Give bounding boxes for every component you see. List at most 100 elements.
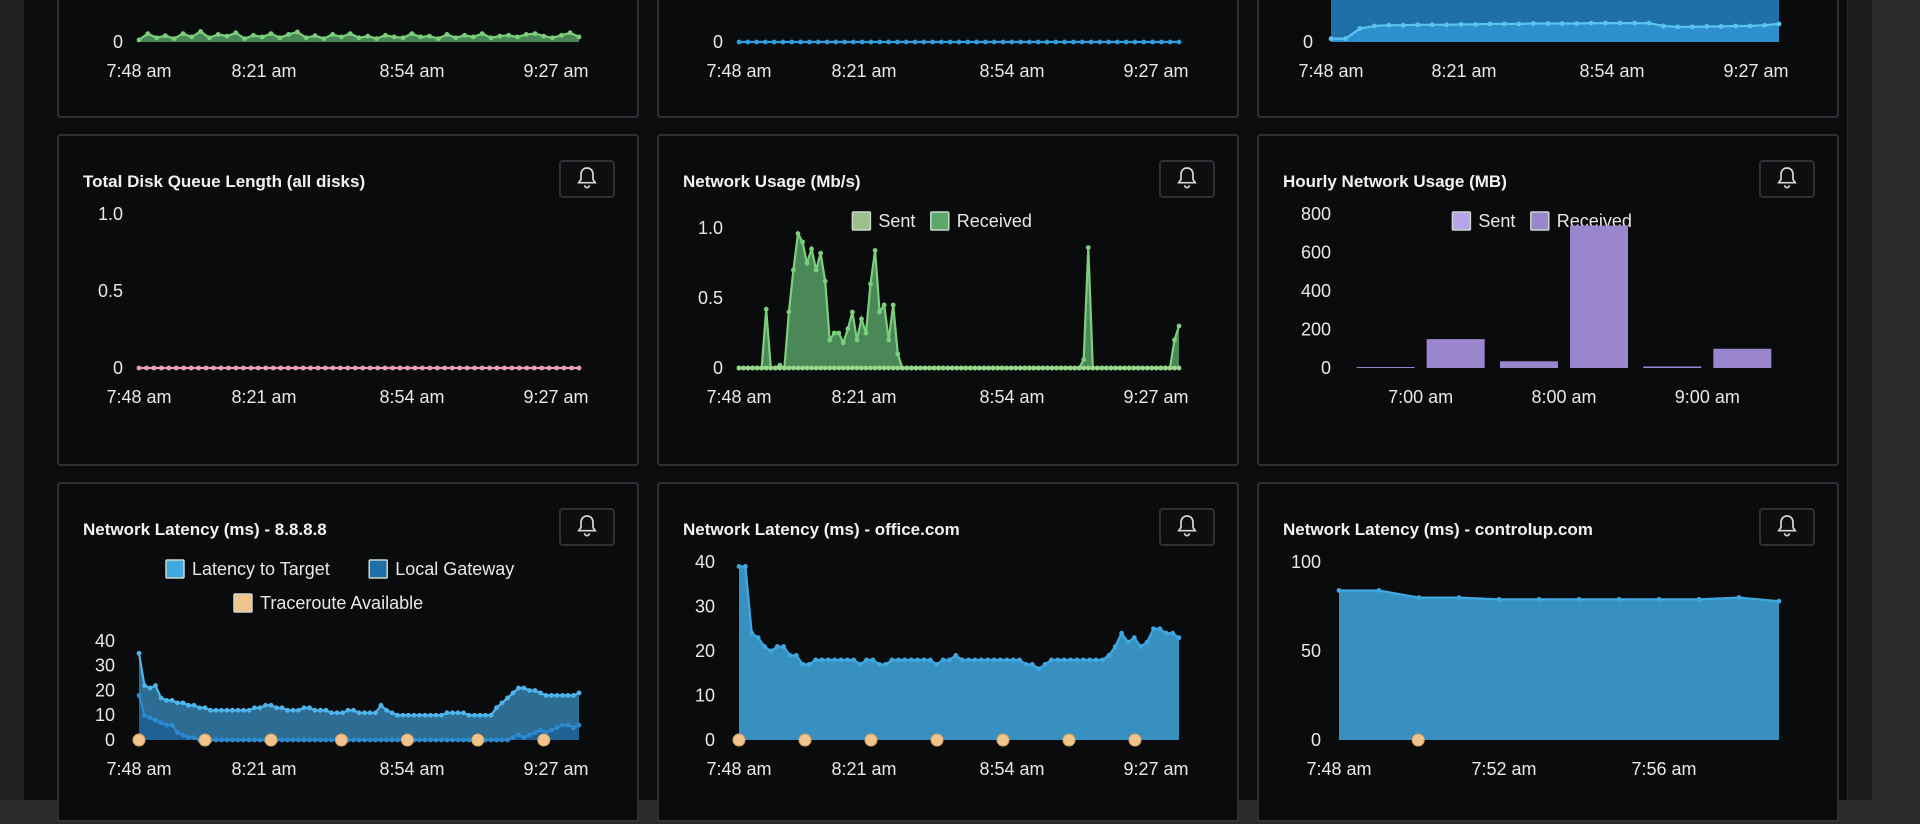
data-point bbox=[1029, 661, 1035, 667]
data-point bbox=[868, 281, 873, 287]
data-point bbox=[1559, 21, 1565, 26]
data-point bbox=[509, 365, 515, 371]
data-point bbox=[439, 737, 444, 743]
data-point bbox=[147, 685, 153, 691]
card-hourly-network-usage: Hourly Network Usage (MB) 0 200 400 600 800 S… bbox=[1257, 134, 1839, 466]
traceroute-marker bbox=[198, 733, 212, 747]
traceroute-marker bbox=[264, 733, 278, 747]
data-point bbox=[1456, 595, 1462, 600]
data-point bbox=[1172, 337, 1177, 343]
data-point bbox=[419, 365, 425, 371]
data-point bbox=[479, 365, 485, 371]
data-point bbox=[827, 365, 833, 371]
data-point bbox=[565, 693, 571, 698]
data-point bbox=[527, 732, 532, 738]
data-point bbox=[213, 737, 219, 743]
data-point bbox=[417, 737, 422, 743]
data-point bbox=[872, 365, 878, 371]
data-point bbox=[1157, 626, 1163, 632]
data-point bbox=[202, 705, 208, 711]
alert-button[interactable] bbox=[1159, 160, 1215, 198]
data-point bbox=[1080, 657, 1086, 663]
data-point bbox=[831, 330, 837, 336]
data-point bbox=[405, 365, 410, 371]
data-point bbox=[1085, 245, 1091, 250]
data-point bbox=[158, 695, 164, 701]
alert-button[interactable] bbox=[1759, 508, 1815, 546]
card-top-right: 0 7:48 am 8:21 am 8:54 am 9:27 am bbox=[1257, 0, 1839, 118]
data-point bbox=[406, 712, 411, 718]
data-point bbox=[1530, 21, 1536, 26]
data-point bbox=[815, 39, 821, 45]
data-point bbox=[1094, 365, 1100, 371]
data-point bbox=[1023, 661, 1029, 667]
data-point bbox=[323, 365, 328, 371]
data-point bbox=[142, 712, 147, 718]
data-point bbox=[356, 35, 362, 41]
data-point bbox=[257, 705, 263, 711]
data-point bbox=[913, 365, 919, 371]
data-point bbox=[1054, 365, 1059, 371]
data-point bbox=[1357, 26, 1363, 31]
data-point bbox=[1762, 22, 1767, 28]
data-point bbox=[840, 340, 846, 346]
data-point bbox=[883, 661, 889, 667]
data-point bbox=[428, 737, 433, 743]
data-point bbox=[991, 657, 997, 663]
data-point bbox=[1150, 39, 1155, 45]
x-tick-label: 8:54 am bbox=[979, 759, 1044, 779]
data-point bbox=[859, 39, 865, 45]
data-point bbox=[1675, 24, 1681, 30]
data-point bbox=[362, 710, 367, 716]
alert-button[interactable] bbox=[559, 508, 615, 546]
data-point bbox=[186, 702, 191, 708]
alert-button[interactable] bbox=[559, 160, 615, 198]
data-point bbox=[549, 727, 554, 733]
x-tick-label: 8:21 am bbox=[831, 759, 896, 779]
data-point bbox=[736, 365, 742, 371]
data-point bbox=[427, 365, 433, 371]
x-tick-label: 7:48 am bbox=[706, 61, 771, 81]
data-point bbox=[293, 365, 299, 371]
data-point bbox=[230, 707, 235, 713]
data-point bbox=[191, 735, 197, 740]
data-point bbox=[927, 365, 932, 371]
data-point bbox=[136, 365, 142, 371]
data-point bbox=[422, 712, 428, 718]
data-point bbox=[340, 710, 345, 716]
data-point bbox=[303, 35, 309, 41]
data-point bbox=[296, 737, 301, 743]
data-point bbox=[795, 365, 801, 371]
data-point bbox=[845, 365, 851, 371]
data-point bbox=[1044, 39, 1050, 45]
data-point bbox=[218, 365, 224, 371]
alert-button[interactable] bbox=[1159, 508, 1215, 546]
data-point bbox=[836, 365, 842, 371]
card-title: Network Latency (ms) - controlup.com bbox=[1283, 520, 1593, 539]
data-point bbox=[241, 365, 246, 371]
legend-label: Received bbox=[957, 211, 1032, 231]
data-point bbox=[939, 39, 944, 45]
data-point bbox=[1090, 365, 1096, 371]
x-tick-label: 8:54 am bbox=[379, 759, 444, 779]
data-point bbox=[384, 707, 389, 713]
data-point bbox=[1099, 365, 1105, 371]
data-point bbox=[850, 309, 855, 315]
data-point bbox=[524, 365, 530, 371]
bar bbox=[1500, 361, 1558, 368]
scrollbar[interactable] bbox=[1847, 0, 1872, 800]
data-point bbox=[330, 32, 335, 37]
data-point bbox=[285, 737, 290, 743]
x-tick-label: 8:54 am bbox=[979, 61, 1044, 81]
data-point bbox=[532, 730, 538, 735]
data-point bbox=[494, 365, 500, 371]
alert-button[interactable] bbox=[1759, 160, 1815, 198]
x-tick-label: 9:27 am bbox=[523, 759, 588, 779]
data-point bbox=[881, 302, 887, 308]
data-point bbox=[433, 712, 439, 718]
legend-swatch bbox=[165, 559, 185, 579]
card-latency-office: Network Latency (ms) - office.com 0 10 20 3… bbox=[657, 482, 1239, 822]
data-point bbox=[822, 278, 828, 284]
traceroute-marker bbox=[400, 733, 414, 747]
data-point bbox=[1068, 657, 1073, 663]
